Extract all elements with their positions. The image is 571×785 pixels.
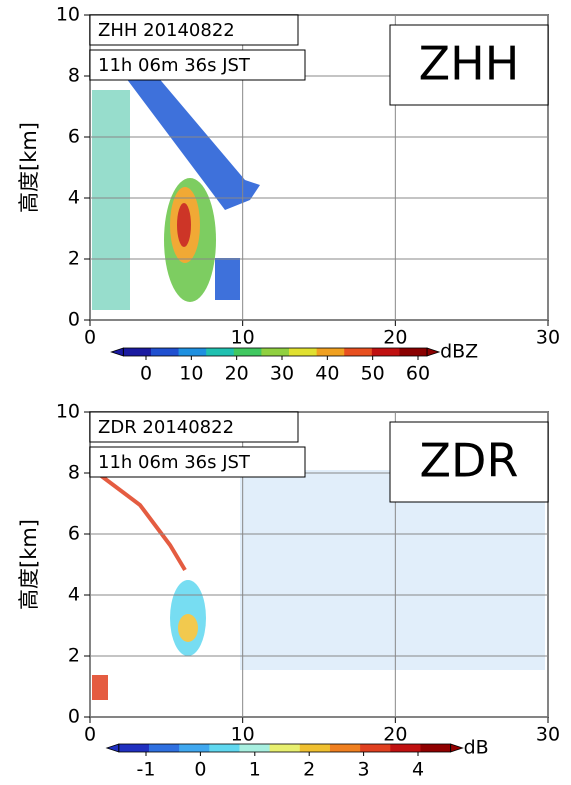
- colorbar-unit: dBZ: [440, 341, 478, 363]
- echo: [92, 675, 108, 700]
- y-tick-label: 4: [68, 187, 80, 209]
- colorbar-frame: [118, 743, 452, 753]
- colorbar-arrow: [426, 347, 441, 357]
- label-box: [389, 421, 549, 503]
- y-tick-label: 0: [68, 309, 80, 331]
- colorbar-tick-label: 60: [406, 363, 430, 385]
- colorbar-segment: [209, 744, 240, 752]
- echo: [215, 258, 240, 300]
- y-tick-label: 10: [56, 401, 80, 423]
- echo: [177, 203, 191, 247]
- subtitle: 11h 06m 36s JST: [98, 55, 251, 76]
- y-tick-label: 8: [68, 462, 80, 484]
- y-tick-label: 2: [68, 248, 80, 270]
- colorbar-segment: [239, 744, 271, 752]
- y-axis-label: 高度[km]: [17, 122, 41, 213]
- title-box: [89, 14, 299, 46]
- x-tick-label: 30: [536, 724, 560, 746]
- colorbar-unit: dB: [464, 737, 489, 759]
- title: ZHH 20140822: [98, 20, 235, 41]
- colorbar-tick-label: 0: [140, 363, 152, 385]
- x-tick-label: 30: [536, 327, 560, 349]
- colorbar-frame: [122, 347, 428, 357]
- colorbar-tick-label: 30: [270, 363, 294, 385]
- colorbar-segment: [179, 744, 210, 752]
- panel-label: ZHH: [419, 37, 520, 91]
- x-tick-label: 0: [84, 327, 96, 349]
- title-box: [89, 411, 299, 443]
- colorbar-arrow: [450, 743, 464, 753]
- colorbar-segment: [148, 744, 180, 752]
- y-tick-label: 4: [68, 584, 80, 606]
- echo: [120, 50, 260, 210]
- x-tick-label: 20: [383, 327, 407, 349]
- colorbar-segment: [289, 348, 318, 356]
- x-tick-label: 10: [231, 327, 255, 349]
- subtitle-box: [89, 446, 306, 478]
- colorbar-tick-label: 3: [358, 759, 370, 781]
- x-tick-label: 10: [231, 724, 255, 746]
- colorbar-segment: [420, 744, 452, 752]
- colorbar-arrow: [105, 743, 120, 753]
- label-box: [389, 24, 549, 106]
- echo: [98, 473, 187, 572]
- y-tick-label: 10: [56, 4, 80, 26]
- panel-label: ZDR: [420, 434, 519, 488]
- colorbar-segment: [261, 348, 290, 356]
- echo-zhh: [92, 50, 260, 310]
- colorbar-segment: [269, 744, 301, 752]
- colorbar-tick-label: 10: [179, 363, 203, 385]
- colorbar-tick-label: 50: [361, 363, 385, 385]
- y-tick-label: 2: [68, 645, 80, 667]
- colorbar-tick-label: 4: [412, 759, 424, 781]
- x-tick-label: 20: [383, 724, 407, 746]
- colorbar-tick-label: -1: [137, 759, 156, 781]
- colorbar-segment: [399, 348, 428, 356]
- colorbar-tick-label: 40: [315, 363, 339, 385]
- y-tick-label: 8: [68, 65, 80, 87]
- colorbar-segment: [360, 744, 391, 752]
- colorbar-segment: [233, 348, 262, 356]
- echo: [240, 470, 545, 670]
- subtitle-box: [89, 49, 306, 81]
- colorbar-segment: [206, 348, 235, 356]
- y-tick-label: 6: [68, 126, 80, 148]
- colorbar-segment: [118, 744, 150, 752]
- colorbar-segment: [299, 744, 331, 752]
- echo-zdr: [92, 470, 545, 700]
- y-tick-label: 6: [68, 523, 80, 545]
- colorbar-segment: [344, 348, 373, 356]
- colorbar-segment: [371, 348, 400, 356]
- echo: [92, 90, 130, 310]
- colorbar-segment: [123, 348, 152, 356]
- colorbar-segment: [150, 348, 180, 356]
- colorbar-segment: [316, 348, 345, 356]
- colorbar-tick-label: 2: [303, 759, 315, 781]
- colorbar-arrow: [110, 347, 124, 357]
- colorbar-segment: [178, 348, 207, 356]
- y-tick-label: 0: [68, 706, 80, 728]
- colorbar-tick-label: 20: [225, 363, 249, 385]
- echo: [178, 614, 198, 642]
- colorbar-segment: [390, 744, 421, 752]
- subtitle: 11h 06m 36s JST: [98, 452, 251, 473]
- colorbar-tick-label: 0: [194, 759, 206, 781]
- y-axis-label: 高度[km]: [17, 519, 41, 610]
- x-tick-label: 0: [84, 724, 96, 746]
- colorbar-tick-label: 1: [249, 759, 261, 781]
- title: ZDR 20140822: [98, 417, 234, 438]
- colorbar-segment: [329, 744, 361, 752]
